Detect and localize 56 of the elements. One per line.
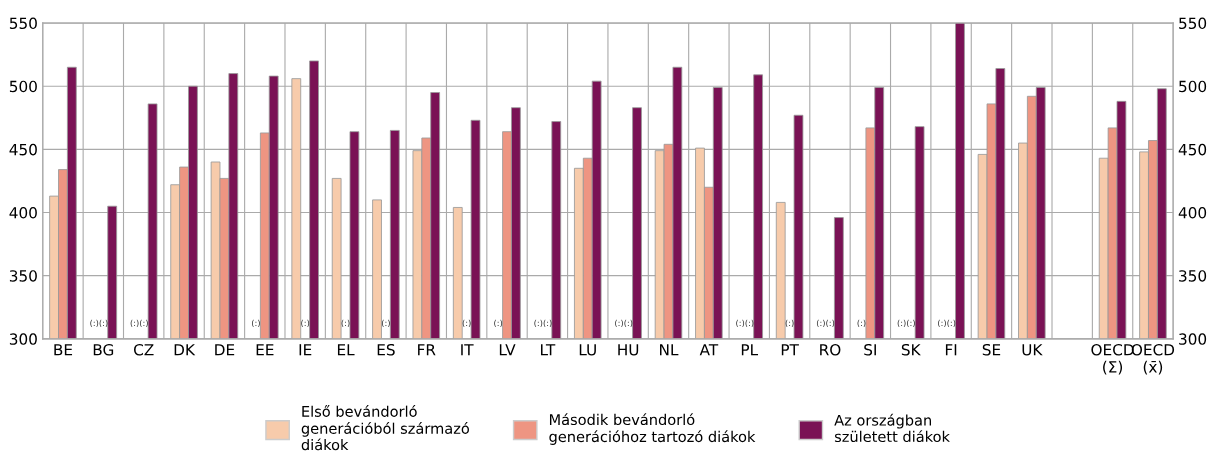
- x-tick-label: AT: [699, 344, 719, 356]
- y-tick-label: 400: [9, 206, 37, 219]
- annotation: (:)(:): [615, 319, 633, 328]
- x-tick-label: LV: [499, 344, 516, 356]
- annotation: (:)(:): [130, 319, 148, 328]
- x-tick-label: RO: [820, 343, 841, 356]
- y-tick-label: 300: [9, 333, 37, 345]
- annotation: (:): [857, 319, 866, 328]
- x-tick-label: SI: [864, 343, 876, 356]
- y2-tick-label: 550: [1179, 17, 1207, 30]
- y-tick-label: 350: [9, 270, 37, 282]
- x-tick-label: FI: [945, 344, 957, 356]
- x-tick-label: LT: [541, 344, 556, 356]
- annotation: (:)(:): [736, 319, 754, 328]
- x-tick-label: SK: [901, 343, 921, 356]
- annotation: (:): [785, 319, 794, 328]
- x-tick-label: EE: [256, 344, 274, 356]
- y2-tick-label: 450: [1178, 143, 1207, 156]
- annotation: (:): [494, 319, 503, 328]
- annotation: (:)(:): [897, 319, 915, 328]
- x-tick-label: CZ: [133, 343, 154, 356]
- annotation: (:)(:): [816, 319, 835, 328]
- annotation: (:)(:): [534, 319, 552, 328]
- x-tick-label: SE: [982, 343, 1001, 356]
- annotation: (:): [301, 319, 310, 328]
- x-tick-label: UK: [1022, 344, 1043, 356]
- x-tick-label: FR: [418, 344, 436, 356]
- x-tick-label: DK: [174, 344, 196, 356]
- annotation: (:)(:): [90, 319, 108, 328]
- annotation: (:): [251, 319, 260, 328]
- x-tick-label: EL: [337, 344, 355, 356]
- y2-tick-label: 500: [1179, 80, 1207, 93]
- x-tick-label: BE: [54, 344, 73, 356]
- x-tick-label: HU: [618, 344, 639, 356]
- x-tick-label: PT: [781, 344, 799, 356]
- legend-label: Első bevándorló generációból származó diákok: [301, 405, 470, 451]
- legend-label: Az országban született diákok: [834, 413, 950, 443]
- x-tick-label: NL: [660, 344, 679, 356]
- legend-label: Második bevándorló generációhoz tartozó diákok: [549, 413, 756, 445]
- x-tick-label: ES: [377, 343, 395, 356]
- annotation: (:)(:): [938, 319, 956, 328]
- y-tick-label: 550: [9, 17, 37, 30]
- y2-tick-label: 400: [1178, 206, 1207, 219]
- annotation: (:): [462, 319, 471, 328]
- x-tick-label: DE: [215, 344, 235, 356]
- x-tick-label: IE: [299, 344, 312, 356]
- annotation: (:): [341, 319, 350, 328]
- x-tick-label: LU: [579, 344, 596, 356]
- y-tick-label: 500: [9, 80, 37, 93]
- y2-tick-label: 350: [1179, 270, 1207, 282]
- annotation: (:): [381, 319, 390, 328]
- x-tick-label: BG: [93, 343, 114, 356]
- y-tick-label: 450: [9, 143, 37, 156]
- x-tick-label: IT: [461, 344, 474, 356]
- y2-tick-label: 300: [1179, 333, 1207, 345]
- x-tick-label: PL: [741, 344, 759, 356]
